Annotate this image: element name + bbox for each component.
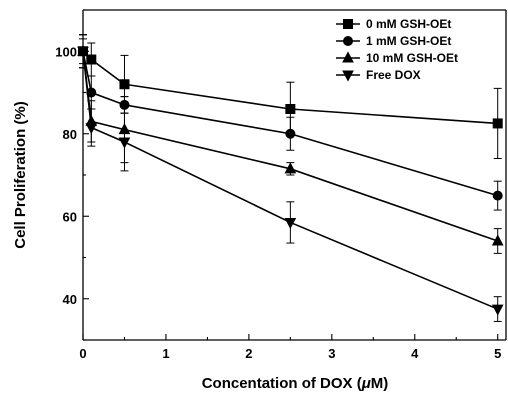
legend-marker-2 [342, 51, 354, 63]
data-point-0-1 [86, 54, 97, 65]
legend-label-3: Free DOX [366, 68, 421, 82]
x-ticks: 0 1 2 3 4 5 [79, 334, 501, 361]
y-ticks: 40 60 80 100 [55, 9, 89, 341]
y-tick-label-0: 40 [63, 292, 77, 307]
x-axis-title: Concentation of DOX (μM) [202, 375, 389, 392]
legend: 0 mM GSH-OEt 1 mM GSH-OEt 10 mM GSH-OEt Fre… [336, 17, 458, 82]
data-point-3-4 [491, 304, 504, 316]
x-tick-label-0: 0 [79, 346, 86, 361]
y-tick-label-1: 60 [63, 209, 77, 224]
y-tick-label-3: 100 [55, 44, 77, 59]
series-3 [77, 34, 504, 322]
data-point-0-2 [119, 79, 130, 90]
y-axis-title: Cell Proliferation (%) [12, 101, 29, 249]
x-tick-label-5: 5 [494, 346, 501, 361]
data-point-3-0 [77, 46, 89, 58]
x-tick-label-3: 3 [328, 346, 335, 361]
legend-label-1: 1 mM GSH-OEt [366, 34, 451, 48]
x-tick-label-4: 4 [411, 346, 419, 361]
legend-marker-3 [342, 70, 354, 82]
data-point-2-3 [284, 162, 297, 174]
data-point-1-3 [285, 128, 296, 139]
data-point-0-4 [492, 118, 503, 129]
data-point-3-2 [118, 137, 131, 149]
data-point-1-4 [492, 190, 503, 201]
legend-marker-0 [343, 19, 353, 29]
data-point-2-4 [491, 234, 504, 246]
y-tick-label-2: 80 [63, 127, 77, 142]
data-point-3-1 [85, 123, 98, 135]
legend-marker-1 [343, 36, 353, 46]
x-tick-label-2: 2 [245, 346, 252, 361]
legend-label-2: 10 mM GSH-OEt [366, 51, 458, 65]
legend-label-0: 0 mM GSH-OEt [366, 17, 451, 31]
series-layer [77, 34, 504, 322]
data-point-3-3 [284, 217, 297, 230]
data-point-0-3 [285, 104, 296, 114]
x-tick-label-1: 1 [162, 346, 169, 361]
